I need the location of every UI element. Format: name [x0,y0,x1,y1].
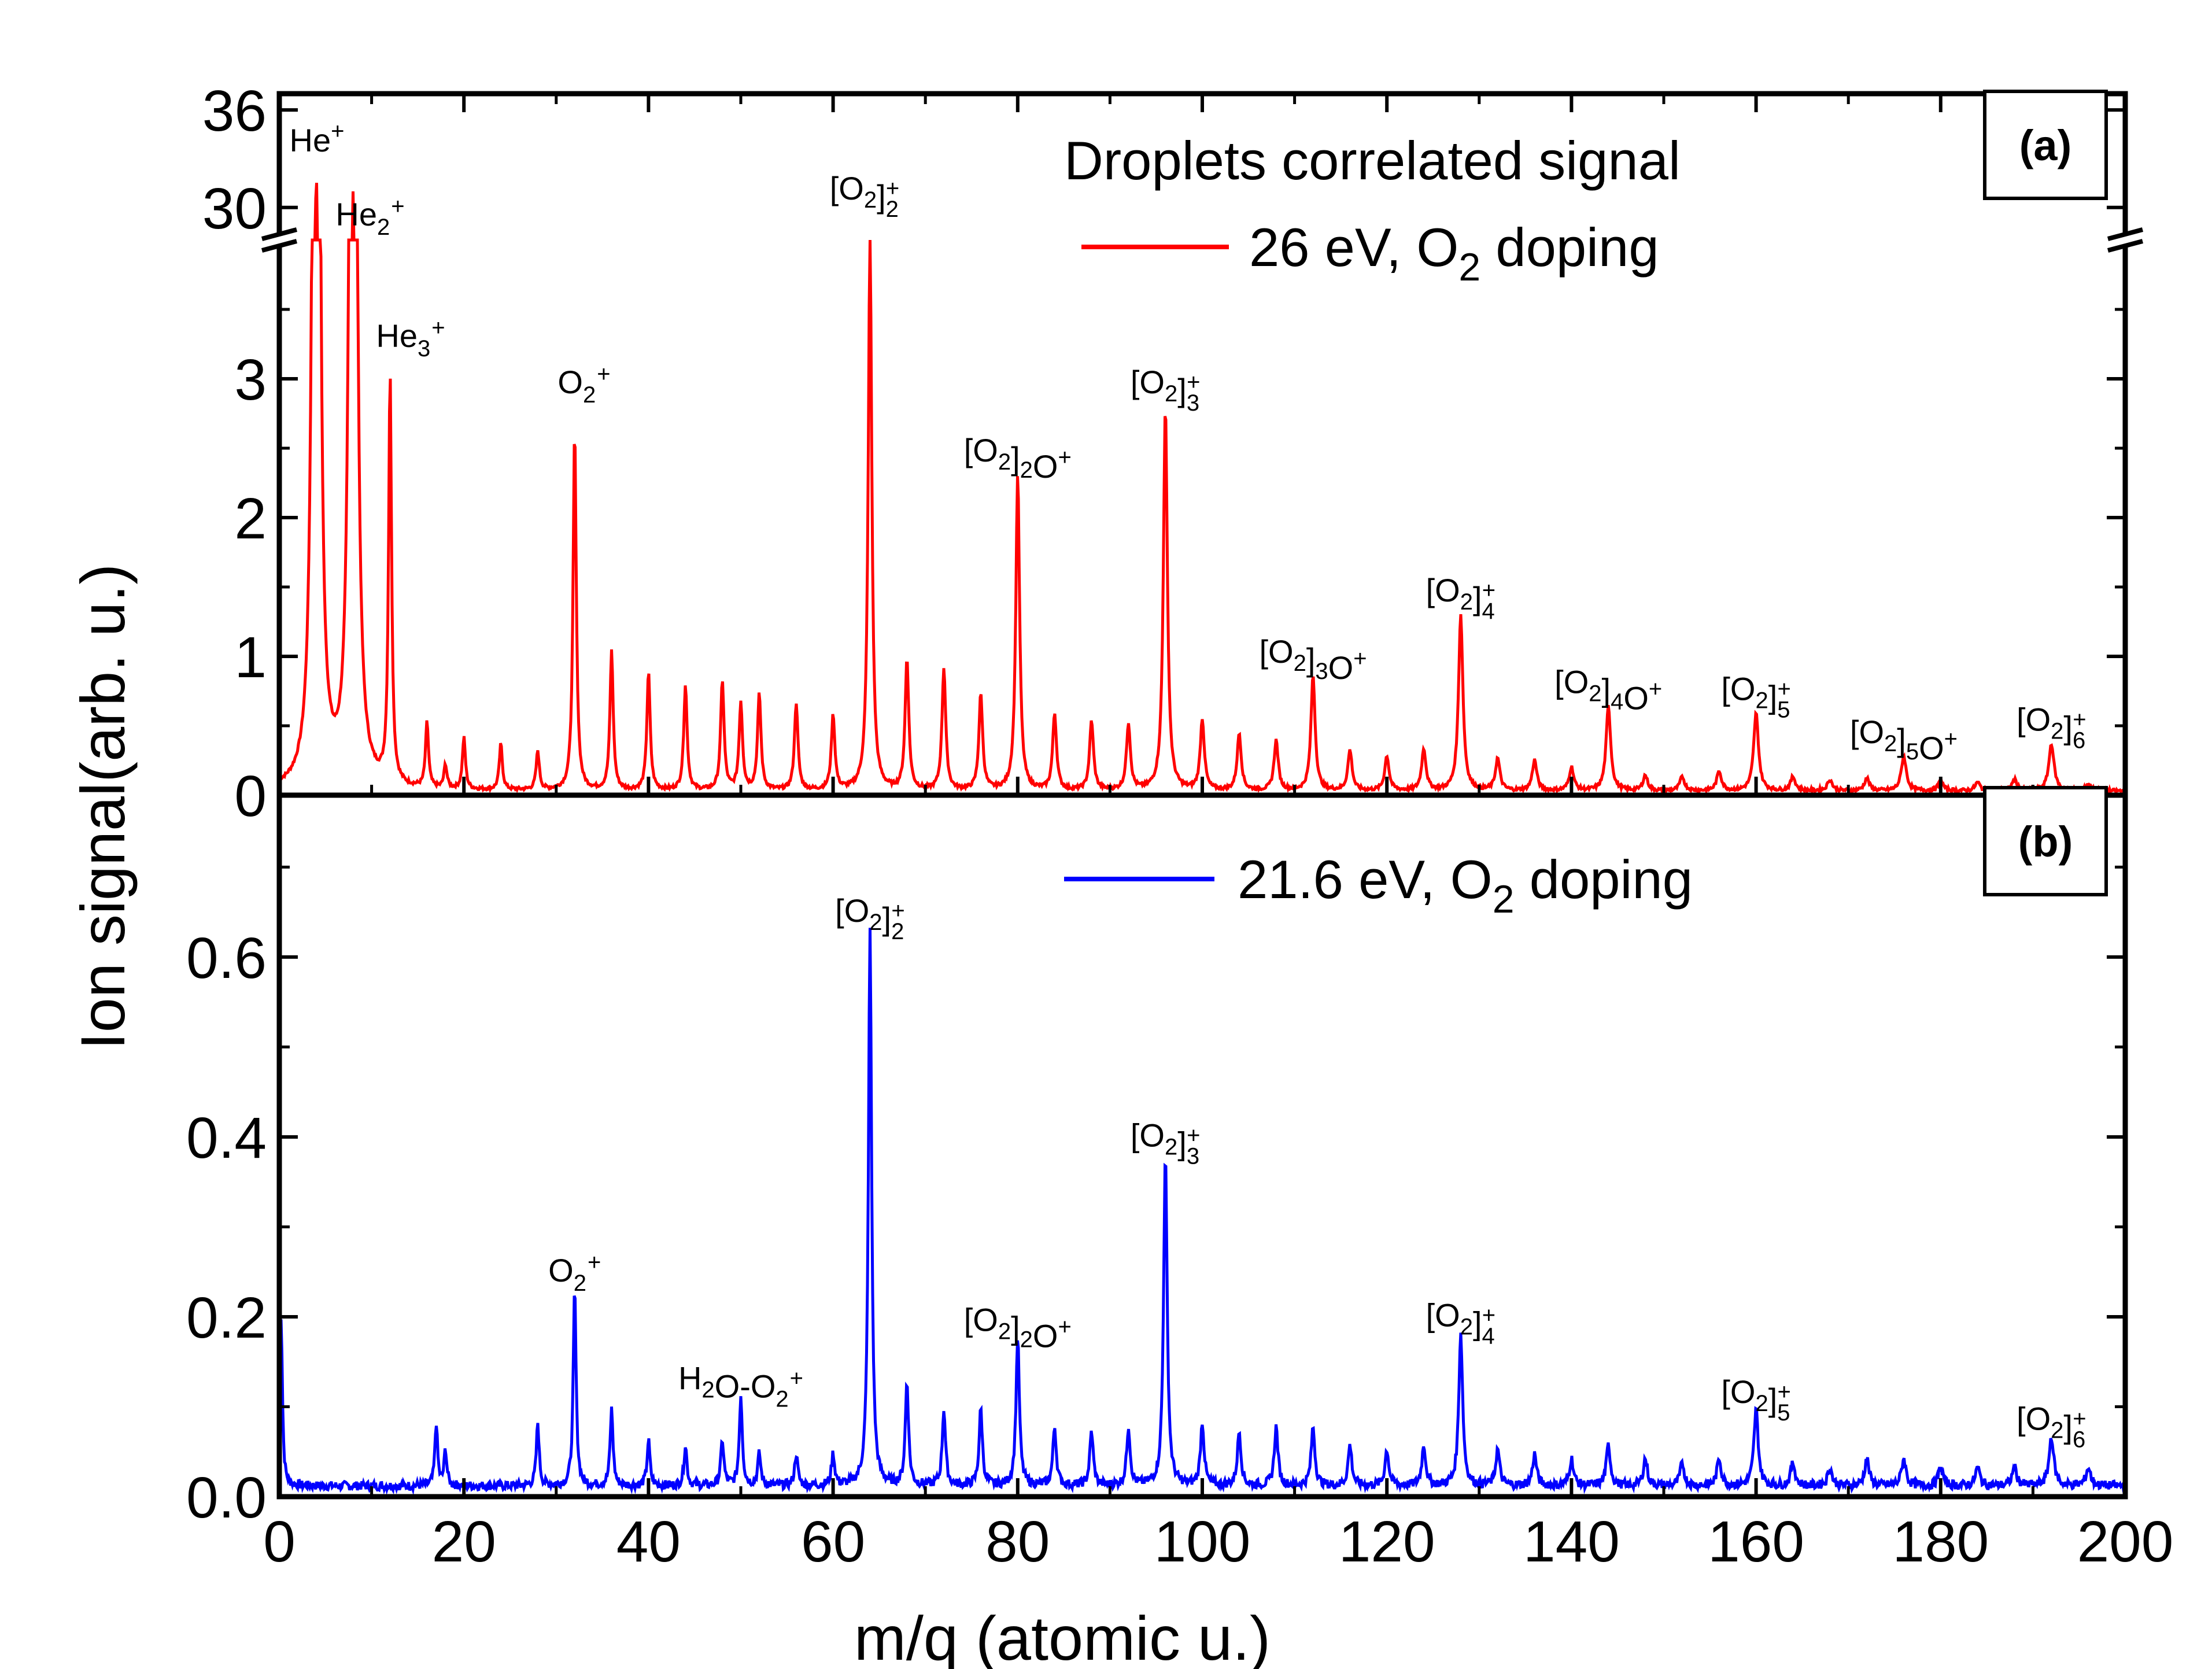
peak-label-a-12: [O2]6+ [2017,701,2087,753]
series-line-21-6ev [278,928,2127,1496]
x-tick-label: 80 [985,1509,1050,1574]
peak-label-a-0: He+ [290,119,345,158]
y-tick-label-a-upper: 36 [202,79,267,143]
peak-annotations: He+ He2+ He3+ O2+ [O2]2+ [O2]2O+ [O2]3+ [O2]3O+… [290,119,2087,1452]
peak-label-a-11: [O2]5O+ [1850,714,1958,766]
peak-label-b-7: [O2]6+ [2017,1400,2087,1452]
peak-label-b-3: [O2]2O+ [964,1301,1072,1354]
x-tick-label: 140 [1523,1509,1620,1574]
y-tick-label-a: 1 [234,625,267,690]
peak-label-a-10: [O2]5+ [1721,671,1791,723]
peak-label-a-3: O2+ [557,361,610,408]
axis-break-mark [261,239,298,253]
peak-label-a-2: He3+ [376,315,445,361]
peak-label-a-5: [O2]2O+ [964,432,1072,485]
peak-label-a-1: He2+ [335,194,404,240]
peak-label-a-9: [O2]4O+ [1554,664,1662,717]
axis-break-mark [261,227,298,241]
axis-break-mark [2107,227,2144,241]
peak-label-b-0: O2+ [548,1250,601,1296]
peak-label-b-1: H2O-O2+ [678,1360,803,1412]
y-axis-title: Ion signal(arb. u.) [68,564,138,1050]
legend-b-label: 21.6 eV, O2 doping [1238,849,1693,921]
x-tick-label: 20 [432,1509,496,1574]
x-tick-label: 200 [2077,1509,2174,1574]
peak-label-b-6: [O2]5+ [1721,1373,1791,1426]
x-axis-title: m/q (atomic u.) [854,1603,1271,1669]
axis-break-mark [2107,239,2144,253]
peak-label-a-6: [O2]3+ [1131,364,1201,416]
y-tick-label-a: 0 [234,764,267,829]
x-tick-label: 60 [801,1509,865,1574]
peak-label-b-2: [O2]2+ [835,892,905,944]
y-tick-label-b: 0.4 [186,1106,267,1170]
panel-a-tag: (a) [2019,121,2071,169]
y-tick-label-a: 3 [234,348,267,412]
x-tick-label: 180 [1892,1509,1989,1574]
series-line-26ev [278,183,2127,797]
y-tick-label-a: 2 [234,486,267,551]
peak-label-b-5: [O2]4+ [1426,1297,1496,1349]
panel-a-title: Droplets correlated signal [1064,130,1681,191]
peak-label-a-8: [O2]4+ [1426,572,1496,624]
y-tick-label-a-upper: 30 [202,176,267,241]
x-tick-label: 100 [1154,1509,1251,1574]
legend-a-label: 26 eV, O2 doping [1249,217,1659,289]
axes: 0 20 40 60 80 100 120 140 160 180 200 0 1 2 3 30 36 0.0 0.… [186,79,2173,1574]
spectrum-traces [278,183,2127,1496]
x-tick-label: 40 [616,1509,681,1574]
x-tick-label: 160 [1708,1509,1804,1574]
panel-b-tag-box [1983,786,2108,896]
panel-b-tag: (b) [2018,818,2073,866]
peak-label-a-4: [O2]2+ [830,170,900,222]
panel-a-tag-box [1983,90,2108,200]
y-tick-label-b: 0.0 [186,1465,267,1530]
y-tick-label-b: 0.2 [186,1286,267,1350]
peak-label-a-7: [O2]3O+ [1259,633,1367,686]
peak-label-b-4: [O2]3+ [1131,1117,1201,1169]
y-tick-label-b: 0.6 [186,926,267,991]
x-tick-label: 0 [263,1509,296,1574]
x-tick-label: 120 [1339,1509,1435,1574]
